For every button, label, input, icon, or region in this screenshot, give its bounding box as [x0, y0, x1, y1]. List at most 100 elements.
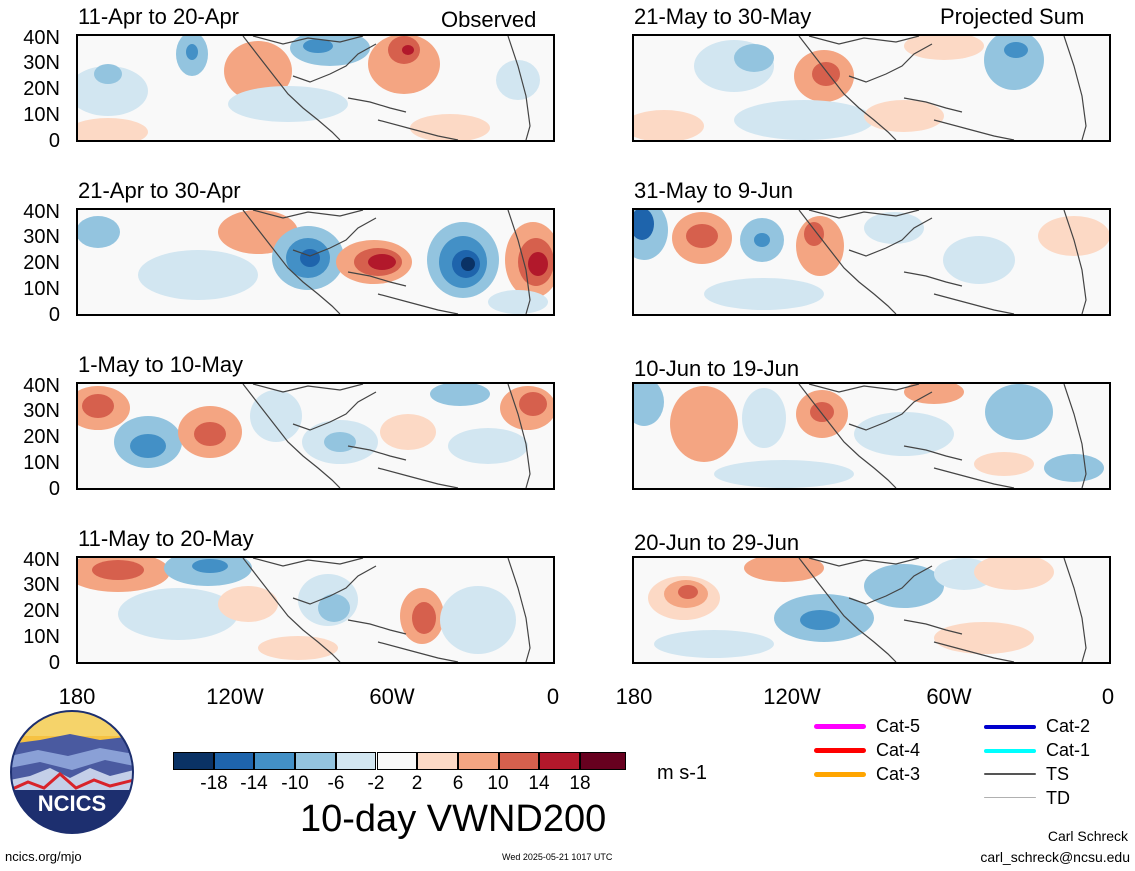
anomaly-field [78, 384, 553, 468]
lat-label: 20N [23, 600, 60, 622]
lat-label: 10N [23, 626, 60, 648]
projected-sum-label: Projected Sum [940, 4, 1085, 29]
legend-label: Cat-4 [876, 740, 921, 760]
legend-label: TD [1046, 788, 1070, 808]
panel-title: 20-Jun to 29-Jun [634, 530, 800, 555]
panel-title: 31-May to 9-Jun [634, 178, 793, 203]
legend-label: Cat-2 [1046, 716, 1091, 736]
panel-title: 11-May to 20-May [78, 526, 254, 551]
lon-label: 60W [926, 684, 972, 709]
coastline [242, 36, 531, 140]
footer-url: ncics.org/mjo [5, 849, 82, 864]
colorbar-swatch [580, 752, 626, 770]
lat-label: 30N [23, 52, 60, 74]
colorbar-label: -18 [200, 773, 228, 794]
colorbar-label: 6 [452, 773, 464, 794]
legend-line-cat1 [984, 749, 1036, 753]
observed-label: Observed [441, 7, 537, 32]
colorbar-label: -6 [327, 773, 345, 794]
colorbar-swatch [376, 752, 418, 770]
footer-author: Carl Schreck [1047, 828, 1128, 844]
legend-line-ts [984, 773, 1036, 775]
colorbar-swatch [417, 752, 458, 770]
lat-label: 30N [23, 400, 60, 422]
colorbar-label: 18 [569, 773, 591, 794]
legend-label: Cat-3 [876, 764, 921, 784]
coastline [242, 210, 531, 314]
lat-label: 10N [23, 278, 60, 300]
lat-label: 20N [23, 252, 60, 274]
lon-label: 180 [615, 684, 653, 709]
lat-label: 0 [48, 130, 60, 152]
anomaly-field [78, 36, 540, 140]
legend-line-cat2 [984, 725, 1036, 729]
lat-label: 10N [23, 104, 60, 126]
lat-label: 20N [23, 426, 60, 448]
lon-label: 0 [1101, 684, 1115, 709]
map-panel-proj-3 [632, 382, 1111, 490]
colorbar-swatch [539, 752, 580, 770]
lon-label: 180 [58, 684, 96, 709]
map-panel-proj-1 [632, 34, 1111, 142]
figure-title: 10-day VWND200 [300, 798, 607, 840]
lat-label: 0 [48, 652, 60, 674]
colorbar-label: -2 [367, 773, 385, 794]
legend-line-td [984, 797, 1036, 798]
coastline [242, 384, 531, 488]
lat-label: 40N [23, 375, 60, 397]
colorbar-swatch [498, 752, 540, 770]
legend-line-cat4 [814, 748, 866, 753]
colorbar-label: 2 [411, 773, 423, 794]
anomaly-field [78, 210, 553, 314]
colorbar-swatch [213, 752, 255, 770]
coastline [798, 36, 1087, 140]
lat-label: 10N [23, 452, 60, 474]
colorbar-unit: m s-1 [657, 762, 707, 784]
lon-label: 60W [369, 684, 415, 709]
colorbar-label: -14 [240, 773, 268, 794]
lat-label: 40N [23, 27, 60, 49]
legend-label: Cat-5 [876, 716, 921, 736]
panel-title: 1-May to 10-May [78, 352, 244, 377]
map-panel-obs-4 [76, 556, 555, 664]
legend-line-cat5 [814, 724, 866, 729]
map-panel-proj-2 [632, 208, 1111, 316]
coastline [798, 558, 1087, 662]
footer-email: carl_schreck@ncsu.edu [980, 849, 1130, 865]
anomaly-field [634, 210, 1109, 310]
map-panel-obs-2 [76, 208, 555, 316]
anomaly-field [648, 558, 1054, 658]
panel-title: 10-Jun to 19-Jun [634, 356, 800, 381]
lon-label: 120W [763, 684, 821, 709]
lon-label: 0 [546, 684, 560, 709]
lat-label: 0 [48, 304, 60, 326]
legend-label: TS [1046, 764, 1070, 784]
colorbar-swatch [457, 752, 499, 770]
colorbar-swatch [173, 752, 214, 770]
lat-label: 40N [23, 201, 60, 223]
panel-title: 21-May to 30-May [634, 4, 812, 29]
lat-label: 20N [23, 78, 60, 100]
panel-title: 11-Apr to 20-Apr [78, 4, 240, 29]
legend-label: Cat-1 [1046, 740, 1091, 760]
lat-label: 30N [23, 574, 60, 596]
anomaly-field [634, 36, 1044, 140]
colorbar-label: -10 [281, 773, 309, 794]
ncics-logo: NCICS [10, 710, 134, 834]
coastline [242, 558, 531, 662]
colorbar-swatch [295, 752, 336, 770]
coastline [798, 384, 1087, 488]
legend-line-cat3 [814, 772, 866, 777]
map-panel-proj-4 [632, 556, 1111, 664]
lat-label: 30N [23, 226, 60, 248]
lon-label: 120W [206, 684, 264, 709]
map-panel-obs-1 [76, 34, 555, 142]
anomaly-field [78, 558, 516, 660]
anomaly-field [634, 384, 1104, 488]
colorbar-swatch [335, 752, 377, 770]
lat-label: 40N [23, 549, 60, 571]
panel-title: 21-Apr to 30-Apr [78, 178, 241, 203]
map-panel-obs-3 [76, 382, 555, 490]
logo-text: NCICS [38, 791, 106, 816]
colorbar-label: 10 [487, 773, 509, 794]
